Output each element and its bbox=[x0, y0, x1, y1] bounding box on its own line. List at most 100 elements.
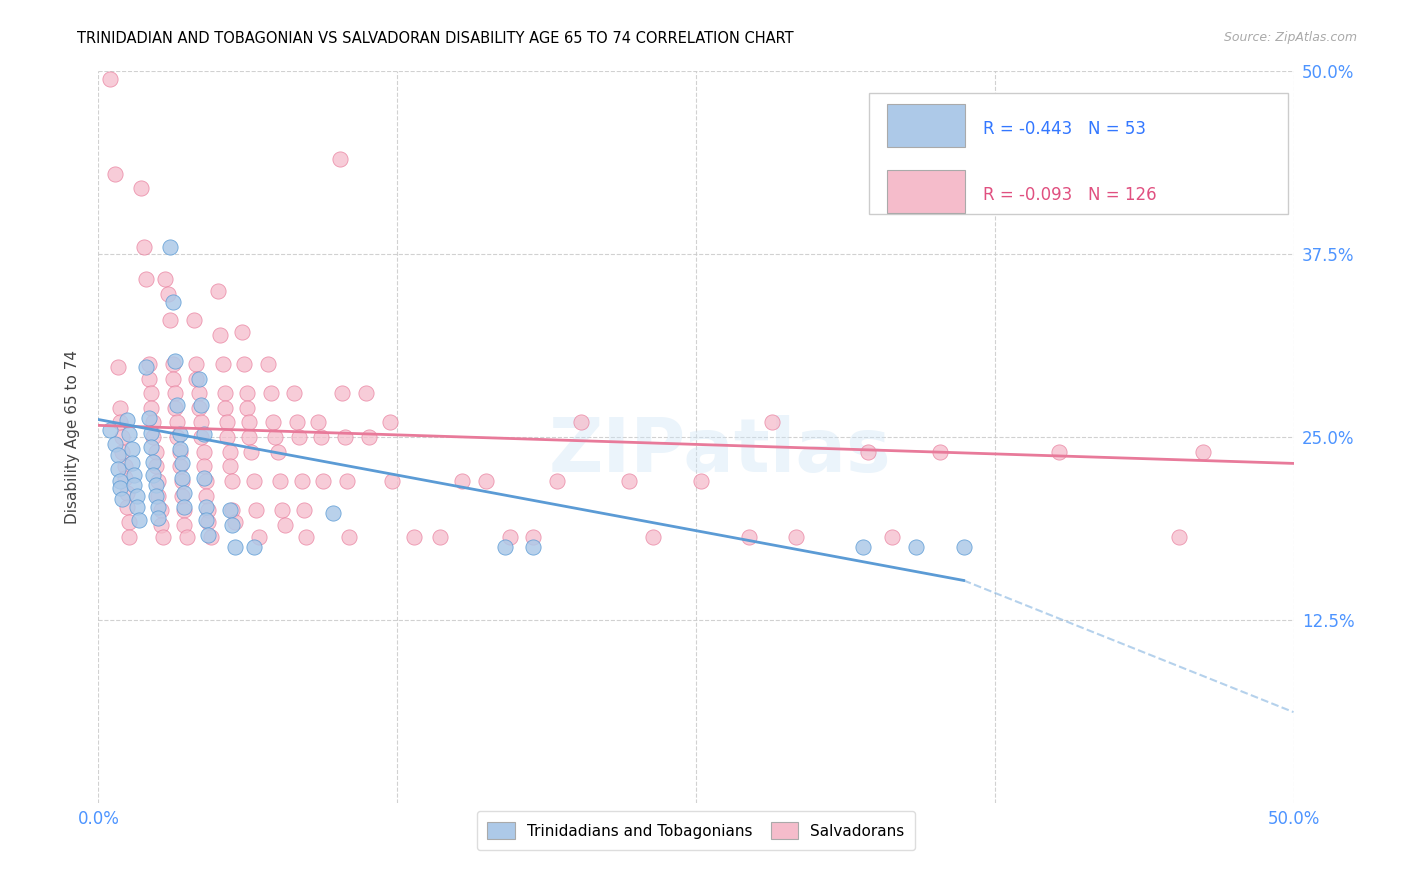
Point bbox=[522, 540, 544, 554]
Point bbox=[243, 540, 266, 554]
Point bbox=[378, 416, 401, 430]
Text: R = -0.443   N = 53: R = -0.443 N = 53 bbox=[983, 120, 1146, 138]
Point bbox=[295, 530, 318, 544]
Point bbox=[139, 386, 162, 401]
Point bbox=[952, 540, 974, 554]
Point bbox=[145, 459, 167, 474]
Point bbox=[211, 357, 233, 371]
Point bbox=[247, 530, 270, 544]
Point bbox=[309, 430, 332, 444]
Point bbox=[139, 401, 162, 415]
Point bbox=[641, 530, 664, 544]
Point bbox=[856, 444, 879, 458]
Point bbox=[108, 416, 131, 430]
Point bbox=[522, 530, 544, 544]
Point bbox=[176, 530, 198, 544]
Point bbox=[190, 398, 212, 412]
Point bbox=[169, 442, 191, 456]
Point bbox=[1167, 530, 1189, 544]
Point bbox=[156, 286, 179, 301]
Point bbox=[785, 530, 807, 544]
Point bbox=[108, 474, 131, 488]
Point bbox=[257, 357, 280, 371]
Point bbox=[108, 481, 131, 495]
Point bbox=[271, 503, 294, 517]
Point bbox=[267, 444, 290, 458]
Point bbox=[172, 489, 194, 503]
Point bbox=[224, 540, 246, 554]
Point bbox=[219, 444, 242, 458]
FancyBboxPatch shape bbox=[869, 94, 1288, 214]
Point bbox=[124, 478, 146, 492]
Point bbox=[291, 474, 314, 488]
Point bbox=[104, 437, 127, 451]
Point bbox=[322, 506, 344, 520]
Point bbox=[312, 474, 335, 488]
Point bbox=[450, 474, 472, 488]
Point bbox=[125, 489, 148, 503]
Point bbox=[128, 513, 150, 527]
Point bbox=[292, 503, 315, 517]
Point bbox=[163, 401, 186, 415]
Point bbox=[145, 444, 167, 458]
Point bbox=[142, 416, 165, 430]
Point bbox=[98, 71, 122, 86]
Point bbox=[173, 485, 195, 500]
Point bbox=[115, 412, 138, 426]
Point bbox=[195, 489, 218, 503]
Point bbox=[187, 401, 209, 415]
Point bbox=[163, 354, 186, 368]
Point bbox=[135, 272, 157, 286]
Point bbox=[172, 471, 194, 485]
Point bbox=[209, 327, 232, 342]
Point bbox=[169, 459, 191, 474]
Point bbox=[235, 386, 257, 401]
Point bbox=[111, 491, 134, 506]
Point bbox=[569, 416, 592, 430]
Point bbox=[183, 313, 205, 327]
Point bbox=[172, 457, 194, 471]
Point bbox=[149, 503, 172, 517]
Point bbox=[132, 240, 155, 254]
Point bbox=[193, 459, 215, 474]
Point bbox=[162, 295, 184, 310]
Point bbox=[115, 485, 138, 500]
Point bbox=[166, 416, 188, 430]
Point bbox=[195, 513, 218, 527]
Point bbox=[107, 448, 129, 462]
Point bbox=[148, 489, 170, 503]
Point bbox=[329, 152, 352, 166]
Point bbox=[166, 430, 188, 444]
Point bbox=[217, 430, 239, 444]
Point bbox=[197, 528, 219, 542]
Y-axis label: Disability Age 65 to 74: Disability Age 65 to 74 bbox=[65, 350, 80, 524]
Point bbox=[118, 427, 141, 442]
Point bbox=[235, 401, 257, 415]
Point bbox=[233, 357, 256, 371]
Text: ZIPatlas: ZIPatlas bbox=[548, 415, 891, 488]
Point bbox=[221, 503, 243, 517]
Point bbox=[200, 530, 222, 544]
Point bbox=[474, 474, 496, 488]
Point bbox=[125, 500, 148, 515]
Point bbox=[135, 359, 157, 374]
Point bbox=[737, 530, 759, 544]
FancyBboxPatch shape bbox=[887, 170, 965, 212]
Point bbox=[118, 515, 141, 529]
Point bbox=[138, 371, 160, 385]
Point bbox=[98, 423, 122, 437]
Point bbox=[381, 474, 404, 488]
Point bbox=[121, 442, 143, 456]
Point bbox=[118, 530, 141, 544]
Point bbox=[108, 401, 131, 415]
Point bbox=[138, 357, 160, 371]
Point bbox=[231, 325, 253, 339]
Point bbox=[111, 444, 134, 458]
Point bbox=[274, 517, 297, 532]
Point bbox=[207, 284, 229, 298]
Point bbox=[149, 517, 172, 532]
Text: TRINIDADIAN AND TOBAGONIAN VS SALVADORAN DISABILITY AGE 65 TO 74 CORRELATION CHA: TRINIDADIAN AND TOBAGONIAN VS SALVADORAN… bbox=[77, 31, 794, 46]
Point bbox=[172, 474, 194, 488]
Point bbox=[546, 474, 568, 488]
Point bbox=[264, 430, 287, 444]
